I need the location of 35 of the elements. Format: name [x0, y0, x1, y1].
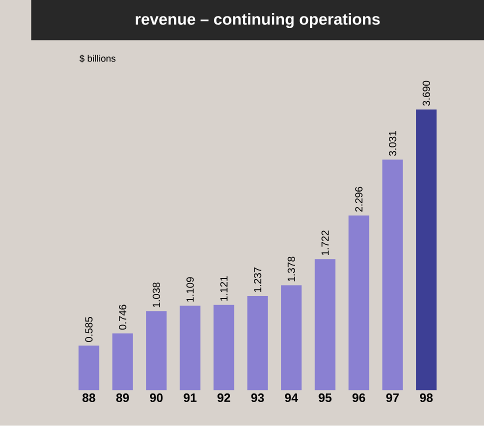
x-tick-label: 97: [386, 394, 399, 402]
data-label: 2.296: [355, 187, 362, 212]
bar: [78, 346, 100, 390]
x-tick-label: 93: [251, 394, 264, 402]
bar: [281, 285, 302, 390]
bar: [382, 160, 403, 390]
x-tick-label: 88: [82, 394, 96, 402]
data-label: 0.746: [118, 304, 126, 330]
x-tick-label: 96: [352, 394, 366, 402]
bar: [416, 110, 437, 390]
chart-title: revenue – continuing operations: [136, 13, 380, 28]
data-label: 0.585: [85, 317, 93, 342]
text: $ billions: [80, 54, 116, 62]
data-label: 1.237: [254, 268, 262, 292]
bar: [112, 334, 133, 390]
bar: [348, 216, 370, 390]
data-label: 3.031: [388, 131, 396, 156]
bar: [214, 305, 234, 390]
data-label: 1.109: [186, 277, 194, 302]
x-tick-label: 89: [116, 394, 129, 402]
x-tick-label: 90: [150, 394, 163, 402]
bar: [180, 306, 200, 390]
data-label: 3.690: [422, 80, 430, 106]
x-tick-label: 91: [184, 394, 197, 402]
bar: [247, 296, 268, 390]
x-tick-label: 98: [420, 394, 433, 402]
bar: [146, 311, 167, 390]
x-tick-label: 92: [218, 394, 230, 402]
data-label: 1.378: [288, 256, 295, 282]
x-tick-label: 95: [318, 394, 332, 402]
data-label: 1.121: [220, 276, 228, 301]
x-tick-label: 94: [285, 394, 298, 402]
data-label: 1.722: [322, 230, 329, 256]
bar: [314, 259, 336, 390]
data-label: 1.038: [152, 282, 160, 308]
